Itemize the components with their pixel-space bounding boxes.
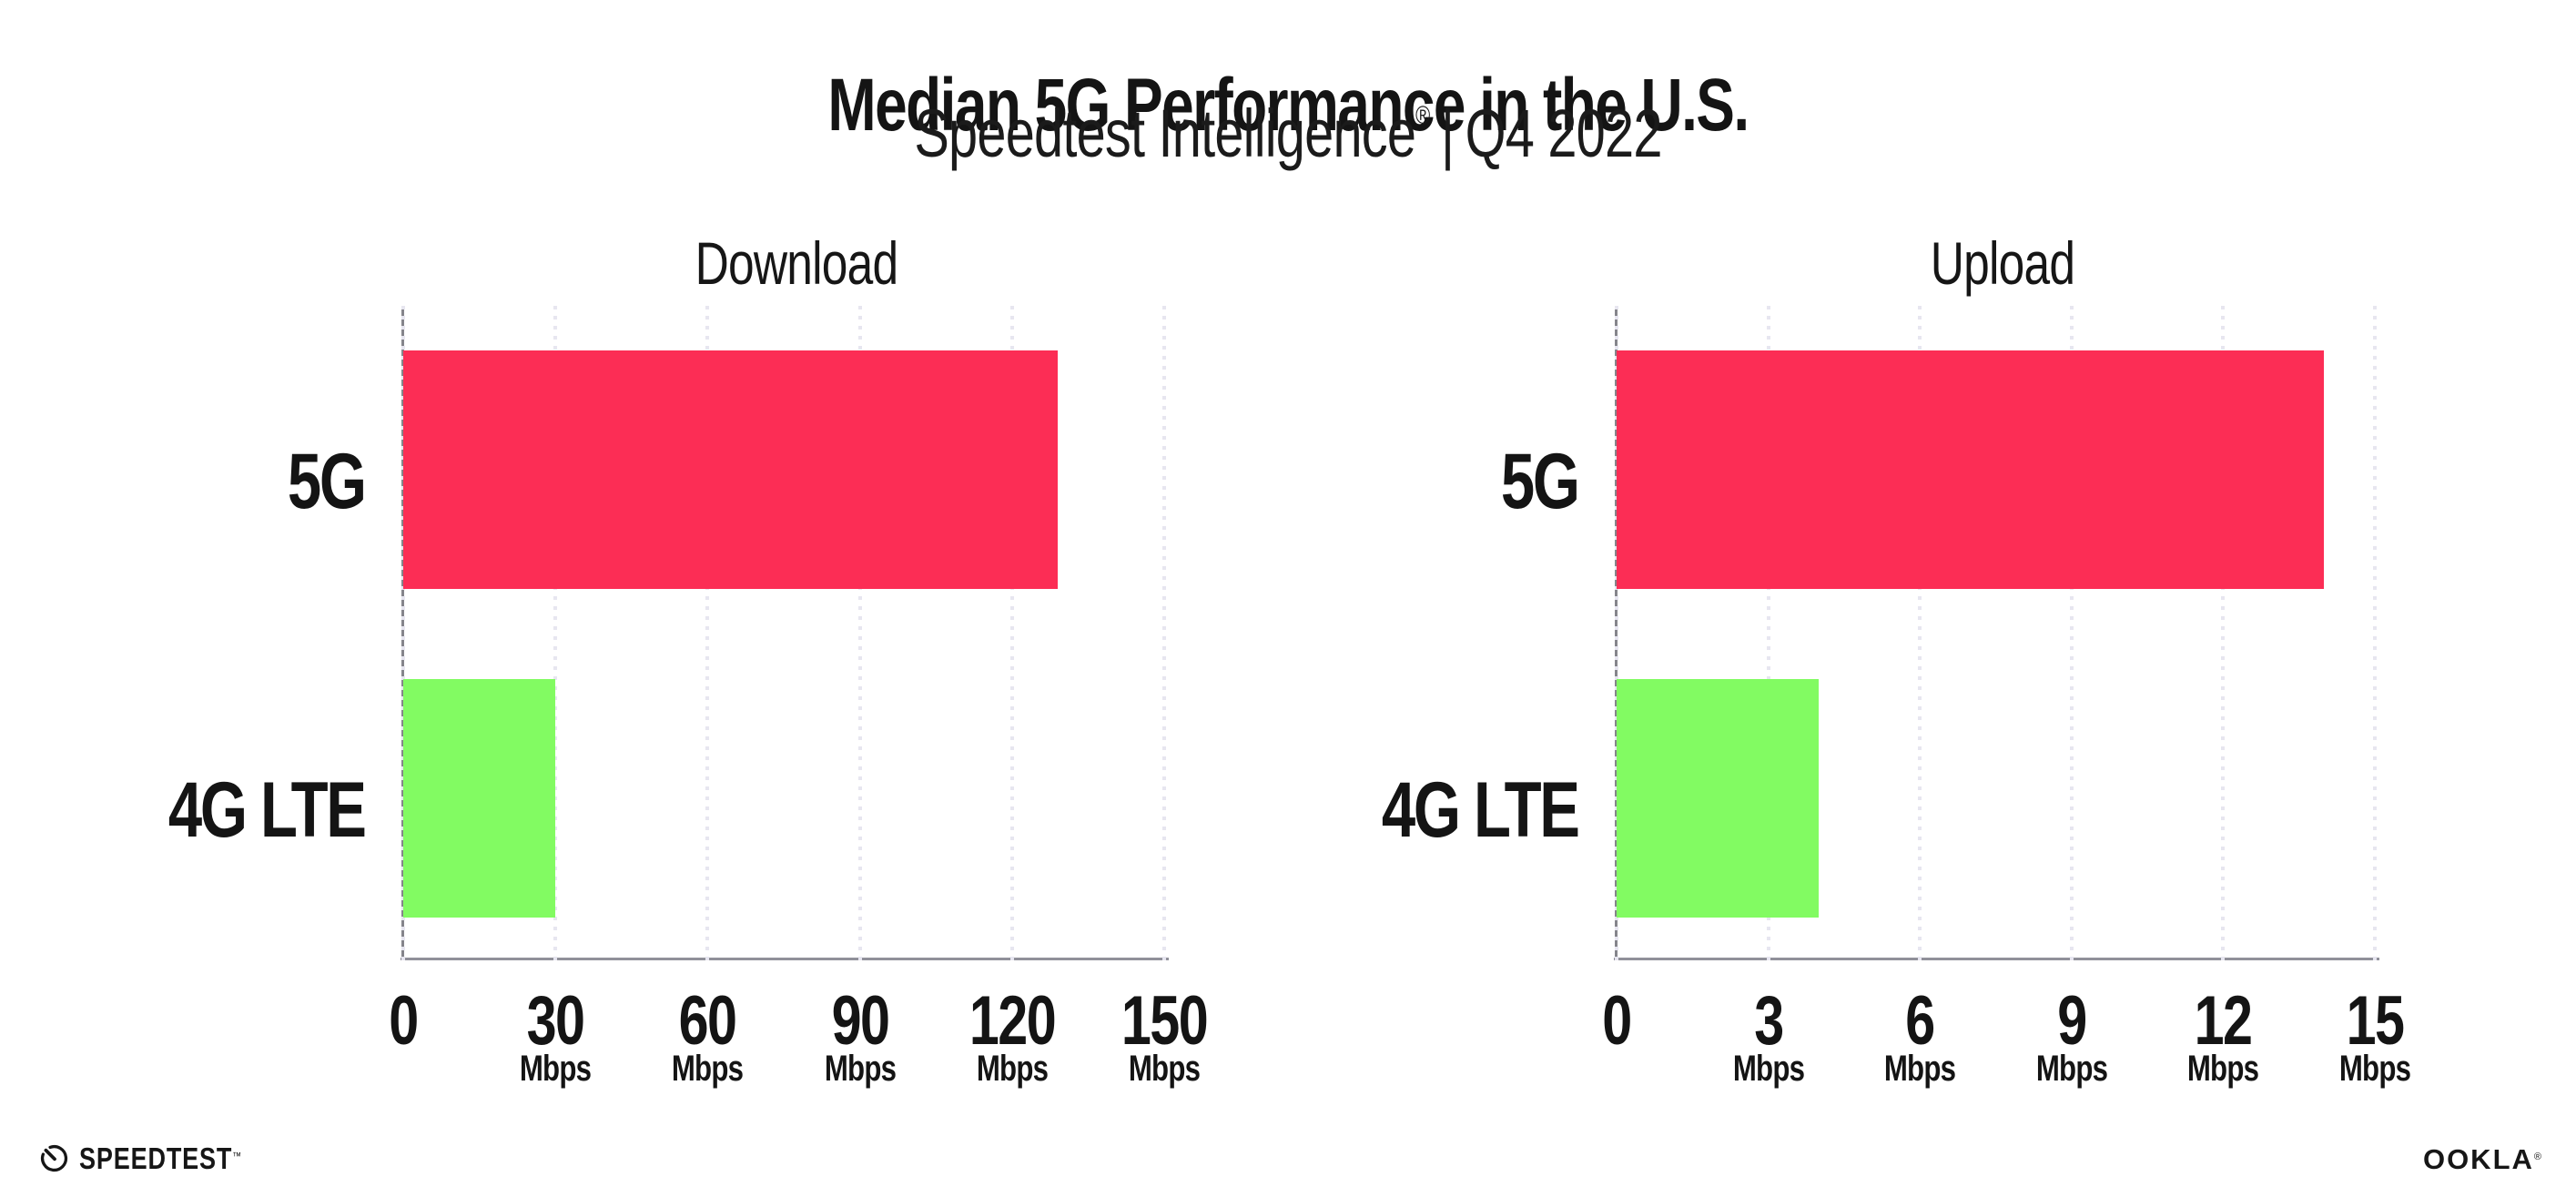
speedtest-logo: SPEEDTEST™ bbox=[40, 1143, 278, 1173]
gridline bbox=[1162, 306, 1166, 966]
gridline bbox=[2373, 306, 2377, 966]
subtitle-separator: | bbox=[1440, 96, 1455, 171]
x-tick-label: 9 bbox=[2057, 982, 2087, 1060]
category-label-5g: 5G bbox=[1501, 438, 1580, 525]
registered-trademark-symbol: ® bbox=[1415, 101, 1430, 129]
gridline bbox=[2069, 306, 2074, 966]
page-title: Median 5G Performance in the U.S. bbox=[827, 63, 1749, 147]
x-axis-line bbox=[1614, 958, 2379, 960]
x-tick-label: 3 bbox=[1753, 982, 1784, 1060]
subtitle-period: Q4 2022 bbox=[1465, 96, 1663, 171]
x-axis-line bbox=[401, 958, 1169, 960]
x-tick-label: 15 bbox=[2346, 982, 2405, 1060]
category-label-4g-lte: 4G LTE bbox=[168, 766, 367, 854]
x-tick-unit: Mbps bbox=[2187, 1049, 2259, 1089]
gridline bbox=[401, 306, 405, 966]
x-tick-unit: Mbps bbox=[1884, 1049, 1956, 1089]
x-tick-unit: Mbps bbox=[2035, 1049, 2108, 1089]
x-tick-unit: Mbps bbox=[1128, 1049, 1201, 1089]
page-subtitle: Speedtest Intelligence® | Q4 2022 bbox=[914, 95, 1663, 172]
speedtest-wordmark-text: SPEEDTEST bbox=[79, 1141, 233, 1175]
x-tick-label: 0 bbox=[1602, 982, 1632, 1060]
x-tick-label: 12 bbox=[2194, 982, 2253, 1060]
gridline bbox=[705, 306, 710, 966]
subtitle-product: Speedtest Intelligence bbox=[914, 96, 1416, 171]
x-tick-unit: Mbps bbox=[1732, 1049, 1804, 1089]
speedtest-trademark-symbol: ™ bbox=[232, 1150, 242, 1162]
x-tick-label: 6 bbox=[1905, 982, 1935, 1060]
gridline bbox=[1766, 306, 1770, 966]
gridline bbox=[2221, 306, 2226, 966]
plot-area bbox=[1614, 306, 2379, 966]
speedtest-gauge-icon bbox=[41, 1145, 68, 1172]
gridline bbox=[1009, 306, 1014, 966]
x-tick-label: 30 bbox=[526, 982, 585, 1060]
x-tick-unit: Mbps bbox=[2338, 1049, 2411, 1089]
ookla-wordmark: OOKLA bbox=[2422, 1143, 2534, 1175]
chart-title: Upload bbox=[1930, 229, 2075, 297]
category-label-5g: 5G bbox=[288, 438, 367, 525]
ookla-logo: OOKLA® bbox=[2423, 1145, 2543, 1173]
x-tick-unit: Mbps bbox=[672, 1049, 744, 1089]
speedtest-wordmark: SPEEDTEST™ bbox=[79, 1143, 242, 1173]
bar-4g-lte bbox=[1617, 679, 1819, 918]
gridline bbox=[553, 306, 558, 966]
x-tick-unit: Mbps bbox=[520, 1049, 592, 1089]
x-tick-label: 0 bbox=[389, 982, 419, 1060]
gridline bbox=[857, 306, 862, 966]
chart-title: Download bbox=[695, 229, 898, 297]
category-label-4g-lte: 4G LTE bbox=[1382, 766, 1580, 854]
bar-4g-lte bbox=[403, 679, 555, 918]
x-tick-label: 90 bbox=[831, 982, 889, 1060]
x-tick-unit: Mbps bbox=[824, 1049, 896, 1089]
x-tick-unit: Mbps bbox=[976, 1049, 1049, 1089]
plot-area bbox=[401, 306, 1169, 966]
bar-5g bbox=[1617, 350, 2324, 589]
ookla-registered-symbol: ® bbox=[2533, 1151, 2543, 1162]
bar-5g bbox=[403, 350, 1058, 589]
gridline bbox=[1918, 306, 1922, 966]
x-tick-label: 120 bbox=[969, 982, 1057, 1060]
x-tick-label: 60 bbox=[678, 982, 737, 1060]
x-tick-label: 150 bbox=[1121, 982, 1209, 1060]
gridline bbox=[1615, 306, 1618, 966]
